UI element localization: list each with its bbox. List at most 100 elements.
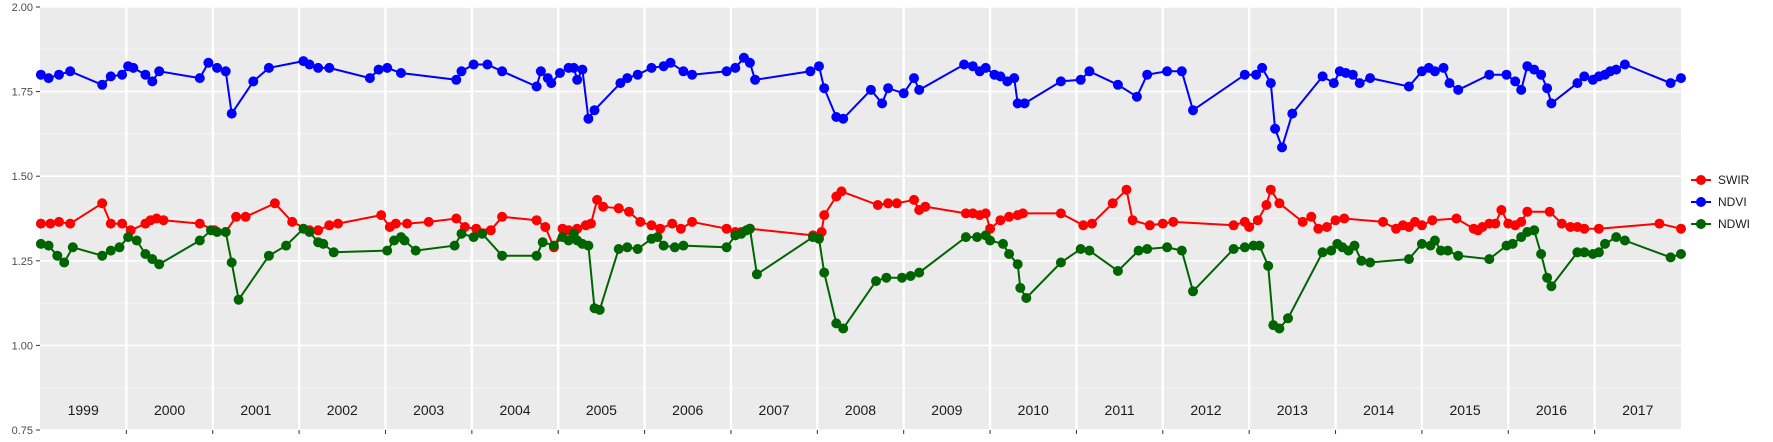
ndwi-point: [613, 244, 624, 254]
year-label: 2011: [1105, 402, 1135, 418]
swir-point: [333, 218, 343, 229]
swir-point: [423, 216, 434, 227]
ndvi-point: [535, 66, 546, 77]
ndwi-point: [1619, 235, 1630, 246]
ndvi-point: [226, 108, 237, 119]
swir-point: [1274, 198, 1285, 209]
swir-point: [1127, 215, 1138, 226]
swir-point: [883, 198, 894, 209]
ndvi-point: [1277, 142, 1287, 153]
ndvi-point: [1484, 69, 1495, 80]
year-label: 2000: [154, 402, 185, 418]
y-tick-label: 1.25: [12, 256, 33, 268]
ndvi-point: [1365, 73, 1376, 84]
ndvi-point: [1328, 78, 1339, 89]
year-label: 2017: [1622, 402, 1653, 418]
ndvi-point: [959, 59, 970, 70]
ndvi-point: [1055, 76, 1066, 87]
ndvi-point: [1188, 105, 1198, 116]
ndwi-point: [1403, 254, 1414, 265]
ndvi-point: [730, 62, 741, 73]
ndvi-point: [914, 84, 925, 95]
swir-point: [667, 218, 678, 229]
year-label: 2003: [413, 402, 444, 418]
ndvi-point: [1619, 59, 1630, 70]
swir-point: [287, 216, 298, 227]
swir-point: [1654, 218, 1665, 229]
ndvi-point: [1611, 64, 1622, 75]
ndvi-point: [1287, 108, 1298, 119]
swir-point: [1416, 220, 1427, 231]
legend-label: NDWI: [1718, 217, 1750, 231]
legend-label: NDVI: [1718, 195, 1747, 209]
y-tick-label: 1.75: [12, 87, 33, 99]
swir-point: [1107, 198, 1118, 209]
swir-point: [1321, 222, 1332, 232]
ndvi-point: [1501, 69, 1512, 80]
ndvi-point: [819, 83, 830, 94]
ndvi-point: [615, 78, 626, 89]
swir-point: [45, 218, 56, 229]
swir-point: [1544, 206, 1555, 217]
ndvi-point: [967, 61, 978, 72]
ndwi-point: [281, 240, 292, 251]
swir-point: [995, 215, 1006, 226]
swir-point: [240, 211, 251, 222]
ndwi-point: [123, 232, 134, 243]
ndvi-point: [313, 62, 324, 73]
swir-point: [1490, 218, 1501, 229]
swir-point: [1496, 205, 1507, 215]
year-label: 2005: [586, 402, 617, 418]
ndwi-point: [1075, 244, 1086, 254]
swir-point: [1087, 218, 1097, 229]
ndwi-point: [1442, 245, 1453, 256]
ndvi-point: [1019, 98, 1030, 109]
ndwi-point: [1546, 281, 1557, 292]
ndvi-point: [263, 62, 274, 73]
swir-point: [1306, 211, 1317, 222]
swir-point: [324, 220, 335, 231]
ndwi-point: [1572, 247, 1583, 258]
ndvi-point: [1429, 66, 1440, 77]
ndvi-point: [909, 73, 919, 84]
ndwi-point: [154, 259, 165, 270]
ndwi-point: [263, 250, 274, 261]
ndwi-point: [632, 244, 643, 254]
swir-point: [1522, 206, 1533, 217]
year-label: 2009: [931, 402, 962, 418]
ndwi-point: [1162, 242, 1173, 253]
series-layer: [35, 52, 1686, 334]
ndwi-point: [1349, 240, 1360, 251]
ndvi-point: [1251, 69, 1262, 80]
swir-point: [646, 220, 657, 231]
ndwi-point: [583, 240, 594, 251]
ndvi-point: [304, 59, 315, 70]
ndwi-point: [399, 235, 410, 246]
year-label: 1999: [68, 402, 99, 418]
swir-point: [1378, 216, 1388, 227]
ndwi-point: [105, 245, 116, 256]
year-label: 2013: [1277, 402, 1308, 418]
ndwi-point: [131, 235, 142, 246]
ndwi-point: [537, 237, 548, 248]
ndwi-point: [1142, 244, 1153, 254]
year-label: 2002: [327, 402, 358, 418]
swir-point: [872, 200, 883, 210]
ndvi-point: [1317, 71, 1328, 82]
ndwi-point: [410, 245, 421, 256]
swir-point: [105, 218, 116, 229]
swir-point: [655, 223, 666, 234]
ndwi-point: [52, 250, 63, 261]
ndvi-point: [147, 76, 158, 87]
ndvi-point: [572, 74, 583, 85]
ndvi-point: [1676, 73, 1686, 84]
ndvi-point: [324, 62, 335, 73]
swir-point: [1556, 218, 1567, 229]
ndvi-point: [373, 64, 384, 75]
swir-point: [721, 223, 732, 234]
swir-point: [1451, 213, 1462, 224]
ndwi-point: [328, 247, 339, 258]
ndvi-point: [546, 78, 557, 89]
ndwi-point: [1112, 266, 1123, 276]
ndwi-point: [1593, 247, 1604, 258]
